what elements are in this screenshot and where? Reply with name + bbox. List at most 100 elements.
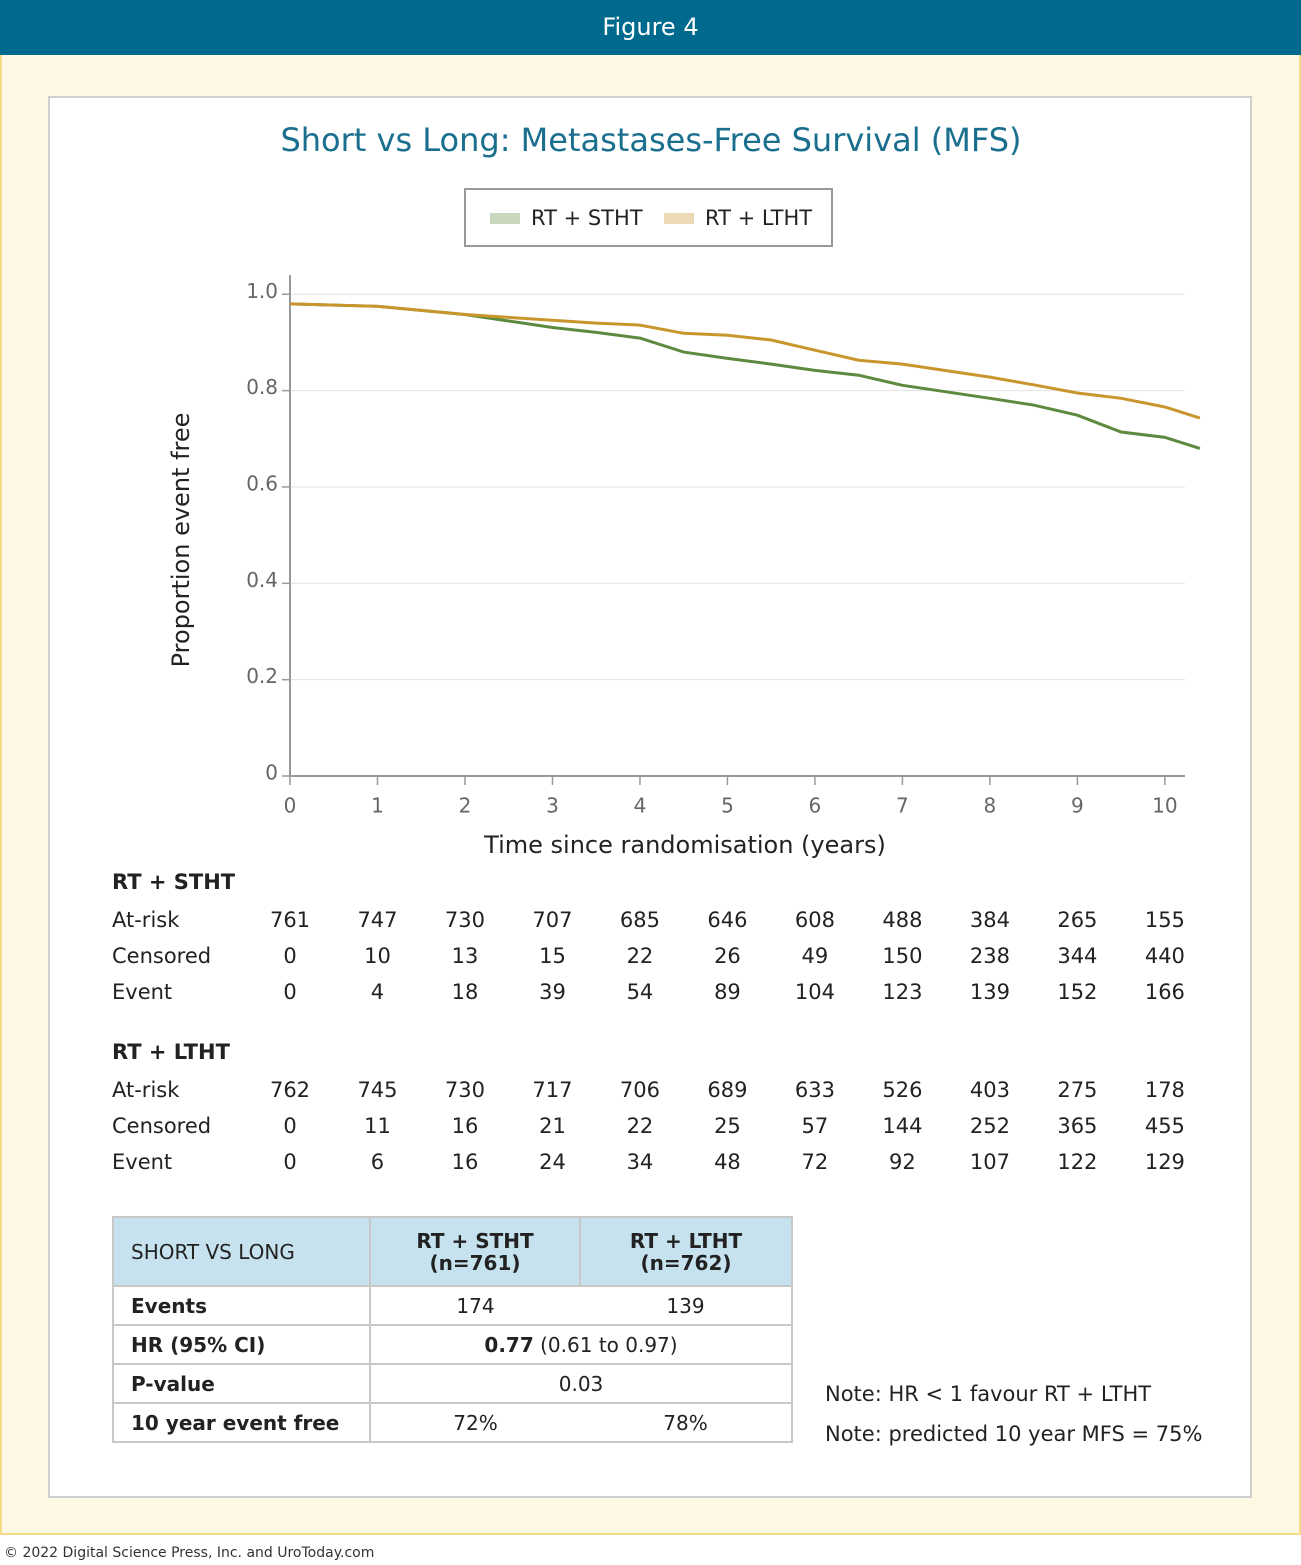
y-tick-label: 0.2 — [246, 664, 278, 688]
legend-swatch — [490, 213, 520, 224]
risk-row-label: Event — [112, 980, 173, 1004]
hr-estimate: 0.77 — [484, 1332, 534, 1357]
x-tick-label: 5 — [721, 794, 734, 818]
risk-value: 24 — [539, 1150, 566, 1174]
cell: 78% — [580, 1402, 793, 1443]
n: (n=762) — [640, 1250, 732, 1275]
x-tick-label: 2 — [459, 794, 472, 818]
risk-value: 633 — [794, 1078, 835, 1102]
y-axis-label: Proportion event free — [167, 413, 195, 668]
risk-value: 730 — [444, 1078, 486, 1102]
risk-row-label: At-risk — [112, 1078, 180, 1102]
risk-value: 152 — [1057, 980, 1098, 1004]
risk-value: 762 — [269, 1078, 311, 1102]
risk-value: 22 — [626, 944, 654, 968]
risk-value: 16 — [451, 1150, 479, 1174]
risk-value: 707 — [532, 908, 573, 932]
arm: RT + STHT — [416, 1228, 534, 1253]
col-header: RT + STHT (n=761) — [369, 1216, 581, 1287]
row-label: P-value — [112, 1363, 371, 1404]
risk-value: 13 — [451, 944, 479, 968]
x-tick-label: 3 — [546, 794, 559, 818]
row-label: Events — [112, 1285, 371, 1326]
survival-curve — [289, 302, 1201, 450]
n: (n=761) — [429, 1250, 521, 1275]
risk-value: 25 — [714, 1114, 741, 1138]
risk-table-title: RT + LTHT — [112, 1040, 230, 1064]
risk-value: 107 — [969, 1150, 1010, 1174]
row-label: 10 year event free — [112, 1402, 371, 1443]
risk-value: 455 — [1144, 1114, 1185, 1138]
hr-ci: (0.61 to 0.97) — [540, 1332, 678, 1357]
risk-value: 129 — [1144, 1150, 1185, 1174]
risk-value: 689 — [707, 1078, 748, 1102]
x-tick-label: 0 — [284, 794, 297, 818]
legend-box — [464, 188, 833, 247]
row-label: HR (95% CI) — [112, 1324, 371, 1365]
risk-value: 22 — [626, 1114, 654, 1138]
cell: 139 — [580, 1285, 793, 1326]
risk-value: 6 — [370, 1150, 385, 1174]
risk-value: 18 — [451, 980, 479, 1004]
risk-value: 139 — [969, 980, 1010, 1004]
risk-value: 123 — [882, 980, 923, 1004]
risk-value: 685 — [619, 908, 660, 932]
risk-value: 384 — [969, 908, 1010, 932]
risk-value: 11 — [364, 1114, 391, 1138]
row: P-value 0.03 — [112, 1363, 793, 1404]
row: Events 174 139 — [112, 1285, 793, 1326]
risk-value: 526 — [882, 1078, 923, 1102]
y-tick-label: 0.6 — [246, 471, 278, 495]
risk-value: 275 — [1057, 1078, 1098, 1102]
legend-swatch — [664, 213, 694, 224]
risk-value: 166 — [1144, 980, 1185, 1004]
risk-value: 57 — [801, 1114, 829, 1138]
risk-value: 730 — [444, 908, 486, 932]
risk-value: 608 — [794, 908, 835, 932]
x-tick-label: 9 — [1071, 794, 1084, 818]
legend-label: RT + STHT — [531, 206, 643, 230]
cell: 0.03 — [369, 1363, 793, 1404]
x-tick-label: 10 — [1152, 794, 1177, 818]
risk-value: 155 — [1144, 908, 1185, 932]
risk-value: 265 — [1057, 908, 1098, 932]
risk-value: 747 — [357, 908, 398, 932]
risk-value: 761 — [269, 908, 311, 932]
risk-value: 89 — [714, 980, 741, 1004]
header-row: SHORT VS LONG RT + STHT (n=761) RT + LTHT… — [112, 1216, 793, 1287]
legend-label: RT + LTHT — [705, 206, 812, 230]
risk-value: 144 — [882, 1114, 923, 1138]
risk-value: 150 — [882, 944, 923, 968]
risk-value: 48 — [714, 1150, 741, 1174]
risk-value: 178 — [1144, 1078, 1185, 1102]
y-tick-label: 0 — [265, 761, 278, 785]
risk-value: 16 — [451, 1114, 479, 1138]
risk-value: 49 — [801, 944, 829, 968]
x-tick-label: 4 — [634, 794, 647, 818]
col-header: RT + LTHT (n=762) — [580, 1216, 793, 1287]
risk-value: 0 — [283, 1114, 297, 1138]
risk-value: 122 — [1057, 1150, 1098, 1174]
x-tick-label: 1 — [371, 794, 384, 818]
risk-value: 717 — [532, 1078, 573, 1102]
arm: RT + LTHT — [629, 1228, 743, 1253]
risk-value: 34 — [626, 1150, 654, 1174]
risk-value: 0 — [283, 944, 297, 968]
risk-table-title: RT + STHT — [112, 870, 236, 894]
risk-value: 4 — [370, 980, 385, 1004]
risk-value: 646 — [707, 908, 748, 932]
cell: 72% — [369, 1402, 580, 1443]
note: Note: HR < 1 favour RT + LTHT — [825, 1382, 1152, 1406]
chart-title: Short vs Long: Metastases-Free Survival … — [280, 121, 1021, 159]
row: 10 year event free 72% 78% — [112, 1402, 793, 1443]
y-tick-label: 0.4 — [246, 568, 278, 592]
risk-value: 0 — [283, 980, 297, 1004]
risk-value: 104 — [794, 980, 835, 1004]
risk-value: 15 — [539, 944, 566, 968]
cell: 0.77 (0.61 to 0.97) — [369, 1324, 793, 1365]
survival-curve — [289, 302, 1201, 420]
risk-value: 365 — [1057, 1114, 1098, 1138]
cell: 174 — [369, 1285, 580, 1326]
risk-row-label: Censored — [112, 944, 212, 968]
